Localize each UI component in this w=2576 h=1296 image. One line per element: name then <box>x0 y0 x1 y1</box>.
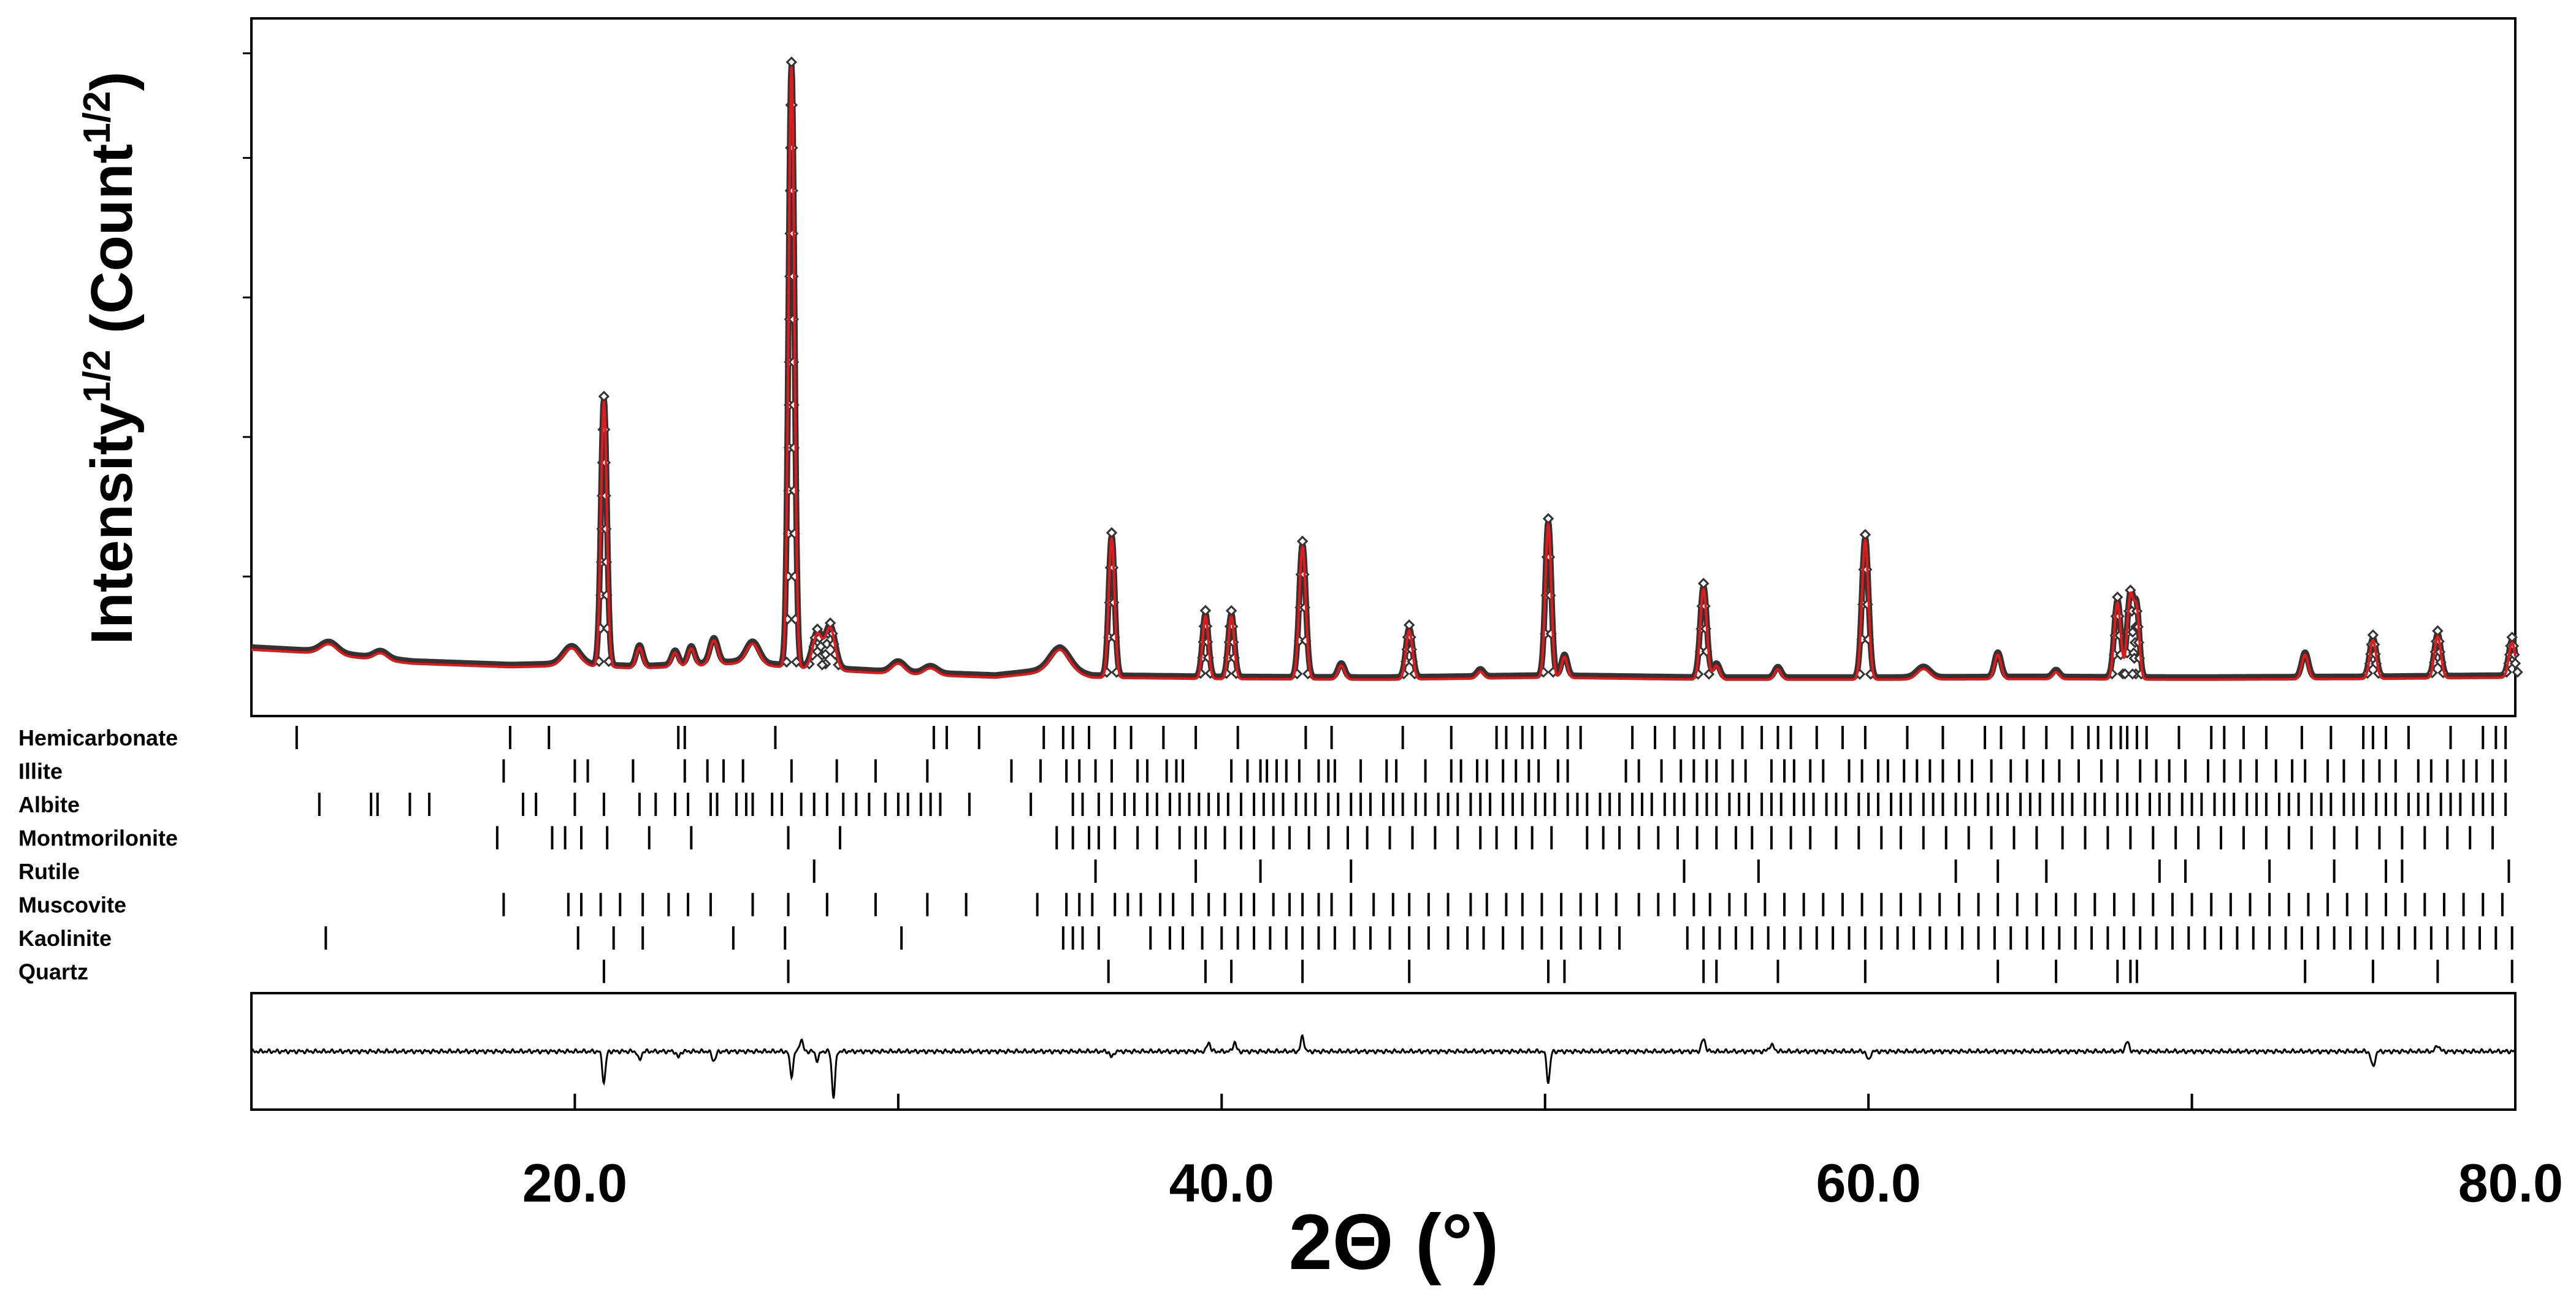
x-axis-ticks <box>573 1094 2517 1110</box>
y-axis-title-base: Intensity <box>79 403 145 645</box>
y-axis-title: Intensity1/2 (Count1/2) <box>76 72 145 645</box>
observed-data-point <box>1408 668 1421 680</box>
phase-reflection-rows: Hemicarbonate Illite Albite Montmorilonite R… <box>18 725 2513 985</box>
observed-data-point <box>598 391 610 402</box>
observed-data-point <box>1703 668 1715 680</box>
observed-data-point <box>1202 652 1214 663</box>
phase-label: Albite <box>18 792 80 817</box>
observed-data-point <box>2432 625 2444 637</box>
observed-data-point <box>816 659 828 671</box>
observed-data-point <box>2509 658 2521 669</box>
observed-data-point <box>2435 657 2447 668</box>
observed-data-point <box>2367 629 2379 641</box>
observed-data-point <box>820 649 831 660</box>
observed-data-point <box>1698 577 1710 589</box>
y-axis-title-unit-sup: 1/2 <box>76 91 118 143</box>
observed-data-point <box>803 658 815 670</box>
main-plot-area <box>249 56 2523 681</box>
phase-label: Muscovite <box>18 893 126 918</box>
phase-label: Hemicarbonate <box>18 725 178 750</box>
phase-label: Montmorilonite <box>18 826 178 851</box>
observed-data-point <box>2119 668 2131 680</box>
y-axis-title-unit: (Count <box>79 144 145 350</box>
x-axis-title: 2Θ (°) <box>1289 1199 1499 1286</box>
calculated-pattern <box>251 66 2517 681</box>
observed-data-point <box>1404 619 1415 631</box>
observed-data-point <box>785 56 797 68</box>
observed-data-point <box>1221 668 1233 679</box>
observed-data-point <box>1225 605 1237 617</box>
observed-data-point <box>2512 666 2523 678</box>
y-axis-title-base-sup: 1/2 <box>76 350 118 403</box>
x-tick-label: 80.0 <box>2458 1153 2563 1213</box>
observed-data-point <box>2506 631 2518 643</box>
observed-data-point <box>1859 528 1871 541</box>
observed-data-point <box>1106 527 1118 539</box>
observed-data-point <box>1297 535 1309 547</box>
y-axis-ticks <box>243 52 251 577</box>
observed-data-point <box>600 523 612 535</box>
main-plot-frame <box>250 17 2517 717</box>
observed-data-point <box>2112 591 2123 603</box>
observed-data-point <box>788 356 800 368</box>
observed-data-point <box>1199 604 1212 617</box>
phase-label: Illite <box>18 759 63 784</box>
x-tick-label: 20.0 <box>522 1153 627 1213</box>
x-axis-tick-labels: 20.0 40.0 60.0 80.0 <box>522 1153 2563 1213</box>
x-tick-label: 60.0 <box>1816 1153 1921 1213</box>
observed-data-point <box>2127 668 2138 680</box>
phase-label: Rutile <box>18 859 80 884</box>
observed-data-point <box>1542 513 1554 525</box>
difference-curve <box>250 1034 2516 1099</box>
y-axis-title-close: ) <box>79 72 145 91</box>
observed-data-point <box>1299 601 1310 614</box>
phase-label: Quartz <box>18 959 88 985</box>
phase-label: Kaolinite <box>18 926 112 951</box>
observed-data-point <box>1230 668 1242 679</box>
x-tick-label: 40.0 <box>1169 1153 1274 1213</box>
